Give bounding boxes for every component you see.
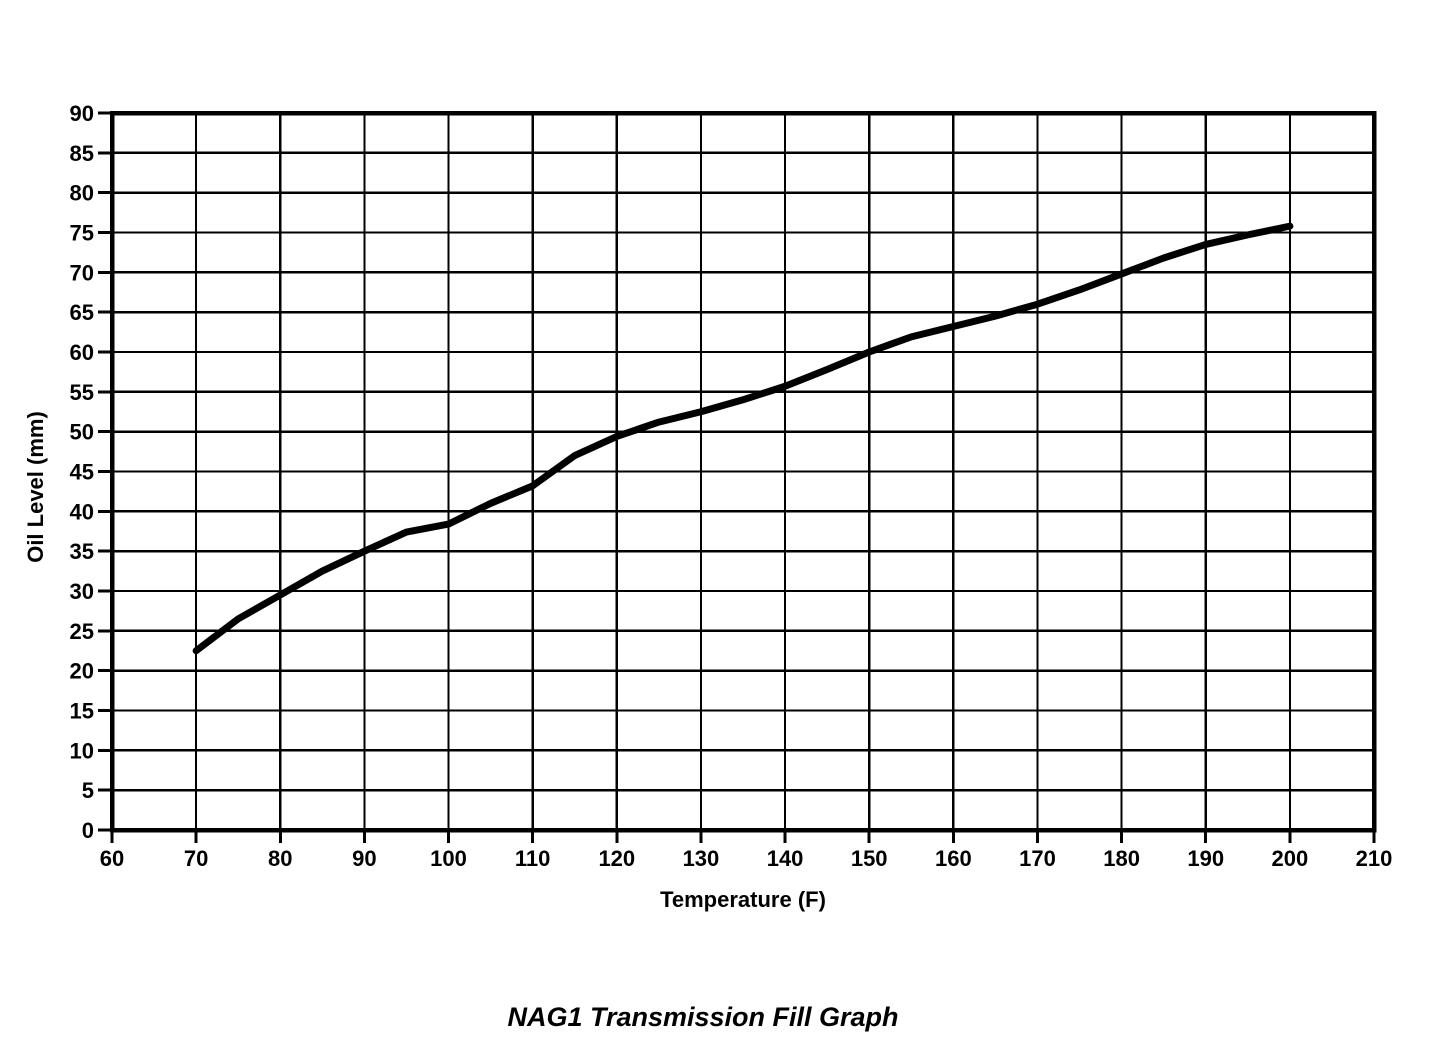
x-tick-label: 70 xyxy=(184,846,208,871)
y-tick-label: 40 xyxy=(70,499,94,524)
x-tick-label: 150 xyxy=(851,846,888,871)
y-tick-label: 5 xyxy=(82,778,94,803)
y-tick-label: 60 xyxy=(70,340,94,365)
y-tick-label: 80 xyxy=(70,181,94,206)
x-tick-label: 130 xyxy=(683,846,720,871)
y-tick-label: 20 xyxy=(70,659,94,684)
y-tick-label: 0 xyxy=(82,818,94,843)
x-tick-label: 190 xyxy=(1187,846,1224,871)
y-tick-label: 65 xyxy=(70,300,94,325)
y-tick-label: 45 xyxy=(70,460,94,485)
x-tick-label: 90 xyxy=(352,846,376,871)
y-tick-label: 15 xyxy=(70,699,94,724)
y-tick-label: 70 xyxy=(70,260,94,285)
y-tick-label: 55 xyxy=(70,380,94,405)
y-tick-label: 75 xyxy=(70,221,94,246)
x-tick-label: 140 xyxy=(767,846,804,871)
x-tick-label: 80 xyxy=(268,846,292,871)
x-tick-label: 100 xyxy=(430,846,467,871)
y-tick-label: 90 xyxy=(70,101,94,126)
figure-title: NAG1 Transmission Fill Graph xyxy=(507,1002,899,1032)
y-tick-label: 10 xyxy=(70,738,94,763)
y-tick-label: 30 xyxy=(70,579,94,604)
y-tick-label: 35 xyxy=(70,539,94,564)
y-tick-label: 50 xyxy=(70,420,94,445)
y-axis-title: Oil Level (mm) xyxy=(23,411,48,563)
y-tick-label: 85 xyxy=(70,141,94,166)
x-tick-label: 170 xyxy=(1019,846,1056,871)
x-axis-title: Temperature (F) xyxy=(660,887,826,912)
x-tick-label: 120 xyxy=(598,846,635,871)
x-tick-label: 200 xyxy=(1272,846,1309,871)
x-tick-label: 180 xyxy=(1103,846,1140,871)
data-curve xyxy=(192,222,1294,655)
x-tick-label: 160 xyxy=(935,846,972,871)
x-tick-label: 60 xyxy=(100,846,124,871)
y-tick-label: 25 xyxy=(70,619,94,644)
x-tick-label: 210 xyxy=(1356,846,1393,871)
x-tick-label: 110 xyxy=(515,846,551,871)
